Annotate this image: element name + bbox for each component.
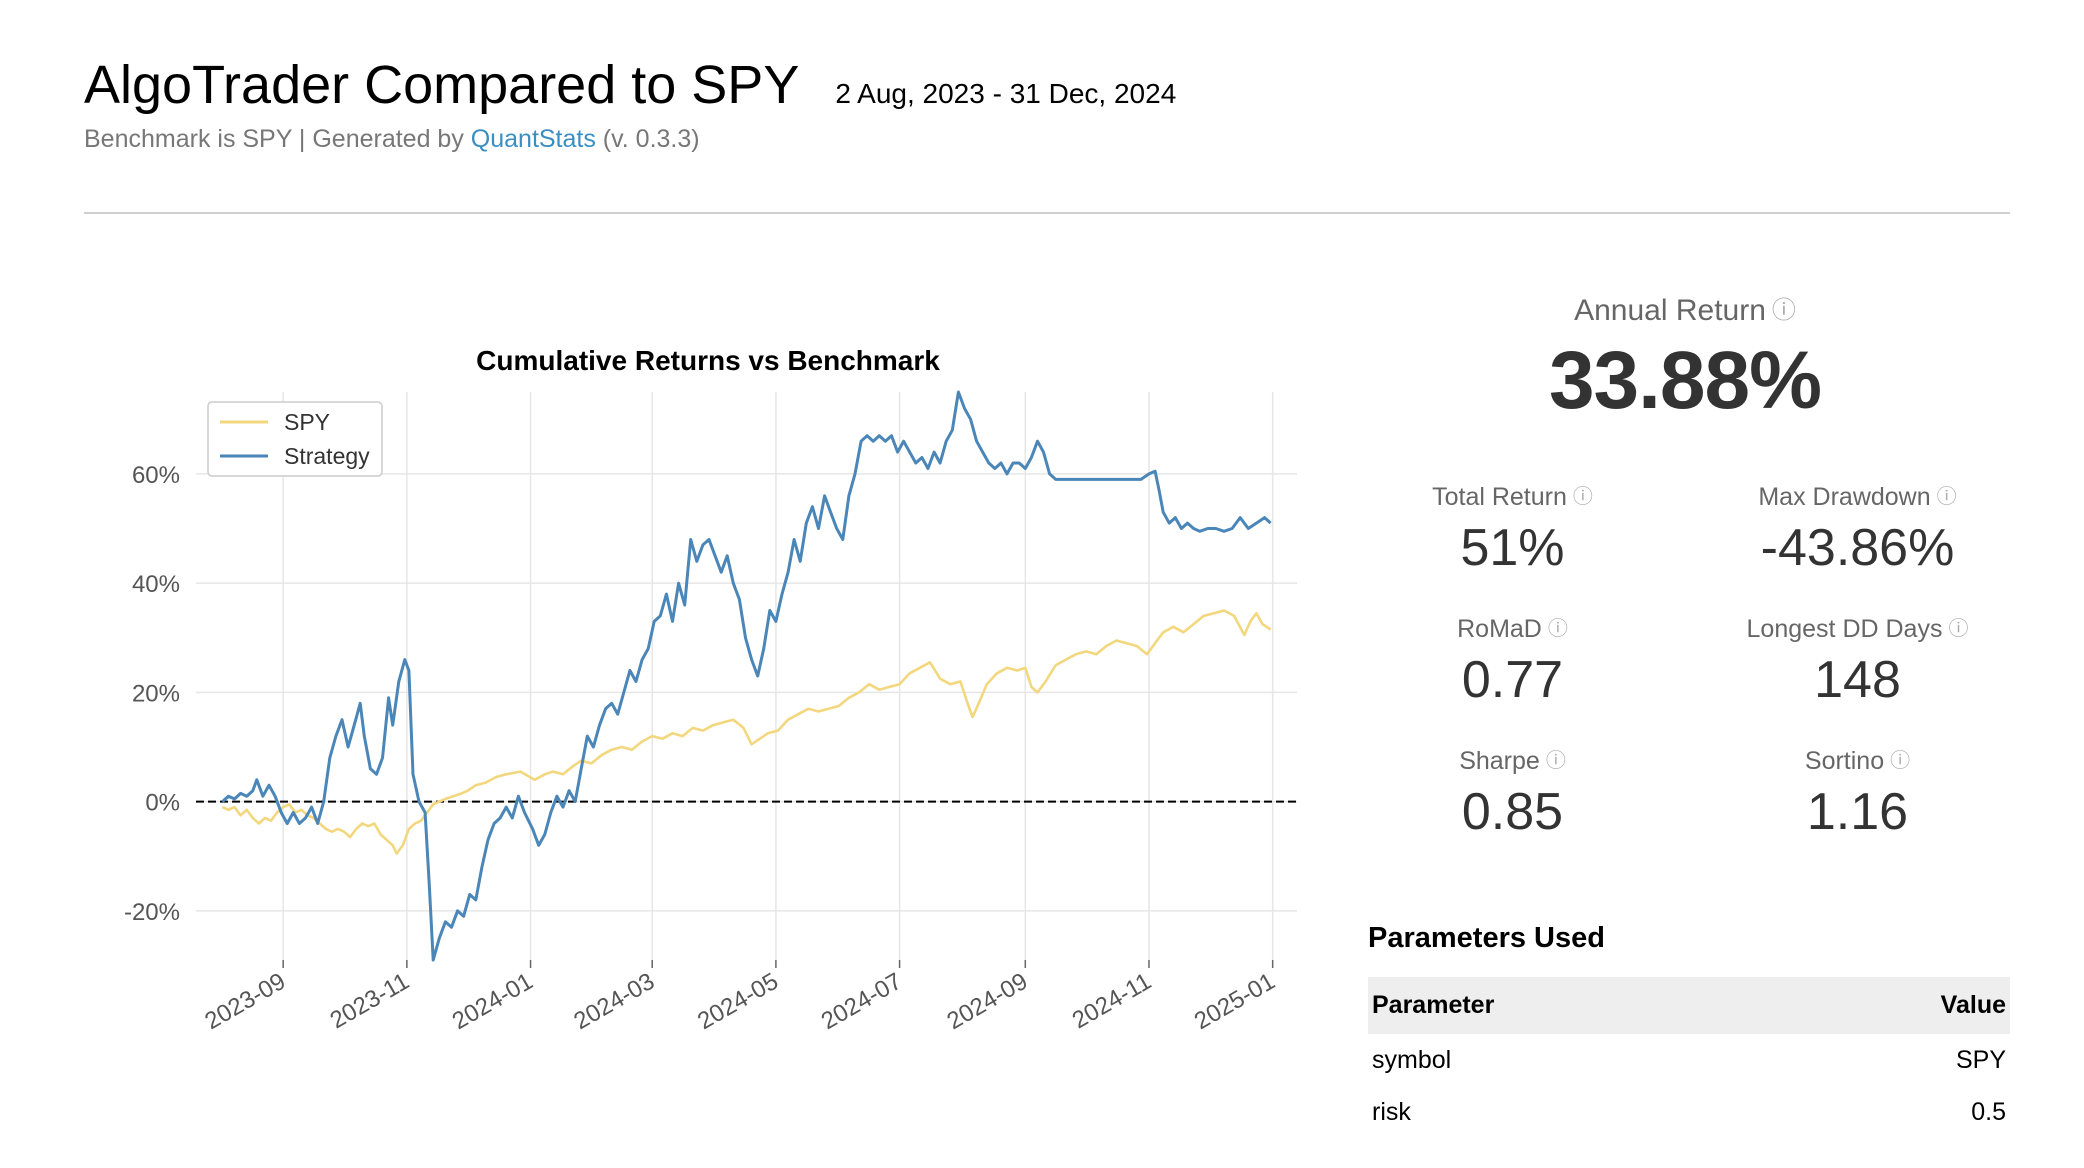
x-tick-label: 2024-05 xyxy=(693,968,783,1035)
annual-return-block: Annual Return ⓘ 33.88% xyxy=(1340,290,2030,428)
x-tick-label: 2023-11 xyxy=(326,968,414,1035)
metric-longest-dd-days: Longest DD Days ⓘ 148 xyxy=(1685,612,2030,710)
x-tick-label: 2025-01 xyxy=(1190,968,1280,1035)
date-range: 2 Aug, 2023 - 31 Dec, 2024 xyxy=(835,78,1177,109)
y-tick-label: 20% xyxy=(132,680,180,707)
info-circle-icon[interactable]: ⓘ xyxy=(1547,618,1568,640)
column-header-parameter: Parameter xyxy=(1368,977,1779,1034)
x-tick-label: 2023-09 xyxy=(200,968,290,1035)
parameters-table: Parameter Value symbol SPY risk 0.5 xyxy=(1368,977,2010,1138)
metric-label-row: Sharpe ⓘ xyxy=(1340,744,1685,776)
x-tick-labels: 2023-09 2023-11 2024-01 2024-03 2024-05 2024-… xyxy=(200,960,1280,1035)
annual-return-value: 33.88% xyxy=(1548,335,1822,426)
y-tick-label: 60% xyxy=(132,462,180,489)
info-circle-icon[interactable]: ⓘ xyxy=(1545,750,1566,772)
metric-label-row: Total Return ⓘ xyxy=(1340,480,1685,512)
x-tick-label: 2024-11 xyxy=(1068,968,1156,1035)
series-lines xyxy=(221,390,1272,962)
metric-value: 51% xyxy=(1460,519,1565,577)
annual-return-label-row: Annual Return ⓘ xyxy=(1340,290,2030,328)
series-line-spy xyxy=(221,609,1272,855)
column-header-value: Value xyxy=(1778,977,2010,1034)
x-tick-label: 2024-01 xyxy=(448,968,538,1035)
info-circle-icon[interactable]: ⓘ xyxy=(1890,750,1911,772)
table-row: symbol SPY xyxy=(1368,1034,2010,1086)
x-tick-label: 2024-09 xyxy=(943,968,1033,1035)
metric-label: RoMaD xyxy=(1457,615,1542,643)
metric-label: Sortino xyxy=(1804,747,1885,775)
series-line-strategy xyxy=(221,390,1272,962)
title-row: AlgoTrader Compared to SPY 2 Aug, 2023 -… xyxy=(84,55,2010,115)
metric-label: Sharpe xyxy=(1459,747,1540,775)
metric-max-drawdown: Max Drawdown ⓘ -43.86% xyxy=(1685,480,2030,578)
metric-value: 148 xyxy=(1814,651,1901,709)
annual-return-label: Annual Return xyxy=(1574,294,1766,327)
metric-value: 1.16 xyxy=(1806,783,1909,841)
cumulative-returns-chart: Cumulative Returns vs Benchmark -20% 0% 20… xyxy=(60,330,1320,1070)
metric-label: Total Return xyxy=(1432,483,1567,511)
info-circle-icon[interactable]: ⓘ xyxy=(1936,486,1957,508)
metric-label-row: Sortino ⓘ xyxy=(1685,744,2030,776)
param-name: risk xyxy=(1372,1098,1411,1126)
metric-romad: RoMaD ⓘ 0.77 xyxy=(1340,612,1685,710)
param-name: symbol xyxy=(1372,1046,1452,1074)
subtitle-prefix: Benchmark is SPY | Generated by xyxy=(84,125,471,154)
grid-lines xyxy=(196,392,1297,960)
legend-label-spy: SPY xyxy=(284,409,330,435)
chart-title: Cumulative Returns vs Benchmark xyxy=(476,345,940,376)
header-divider xyxy=(84,212,2010,214)
report-title: AlgoTrader Compared to SPY xyxy=(84,55,800,115)
parameters-title: Parameters Used xyxy=(1368,922,1605,954)
metric-sortino: Sortino ⓘ 1.16 xyxy=(1685,744,2030,842)
metric-value: 0.77 xyxy=(1461,651,1564,709)
report-header: AlgoTrader Compared to SPY 2 Aug, 2023 -… xyxy=(84,55,2010,154)
info-circle-icon[interactable]: ⓘ xyxy=(1948,618,1969,640)
parameters-section: Parameters Used Parameter Value symbol S… xyxy=(1368,922,2010,1138)
table-row: risk 0.5 xyxy=(1368,1086,2010,1138)
param-value: 0.5 xyxy=(1971,1098,2006,1126)
y-tick-label: -20% xyxy=(124,899,180,926)
legend-label-strategy: Strategy xyxy=(284,443,370,469)
metrics-grid: Total Return ⓘ 51% Max Drawdown ⓘ -43.86% … xyxy=(1340,480,2030,842)
info-circle-icon[interactable]: ⓘ xyxy=(1572,486,1593,508)
metric-value: -43.86% xyxy=(1760,519,1955,577)
x-tick-label: 2024-07 xyxy=(817,968,907,1035)
y-tick-label: 40% xyxy=(132,571,180,598)
metric-label: Max Drawdown xyxy=(1758,483,1931,511)
metric-label-row: Max Drawdown ⓘ xyxy=(1685,480,2030,512)
quantstats-link[interactable]: QuantStats xyxy=(470,125,596,154)
metric-sharpe: Sharpe ⓘ 0.85 xyxy=(1340,744,1685,842)
param-value: SPY xyxy=(1955,1046,2006,1074)
metric-label-row: Longest DD Days ⓘ xyxy=(1685,612,2030,644)
metric-label-row: RoMaD ⓘ xyxy=(1340,612,1685,644)
subtitle-suffix: (v. 0.3.3) xyxy=(595,125,700,154)
x-tick-label: 2024-03 xyxy=(569,968,659,1035)
metric-label: Longest DD Days xyxy=(1746,615,1943,643)
metric-total-return: Total Return ⓘ 51% xyxy=(1340,480,1685,578)
info-circle-icon[interactable]: ⓘ xyxy=(1771,297,1796,324)
chart-legend: SPY Strategy xyxy=(207,401,383,477)
y-tick-label: 0% xyxy=(145,790,180,817)
metric-value: 0.85 xyxy=(1461,783,1564,841)
report-subtitle: Benchmark is SPY | Generated by QuantSta… xyxy=(84,125,2010,154)
metrics-panel: Annual Return ⓘ 33.88% Total Return ⓘ 51% … xyxy=(1340,290,2030,842)
chart-svg: Cumulative Returns vs Benchmark -20% 0% 20… xyxy=(124,345,1297,1035)
table-header-row: Parameter Value xyxy=(1368,977,2010,1034)
y-tick-labels: -20% 0% 20% 40% 60% xyxy=(124,462,180,926)
